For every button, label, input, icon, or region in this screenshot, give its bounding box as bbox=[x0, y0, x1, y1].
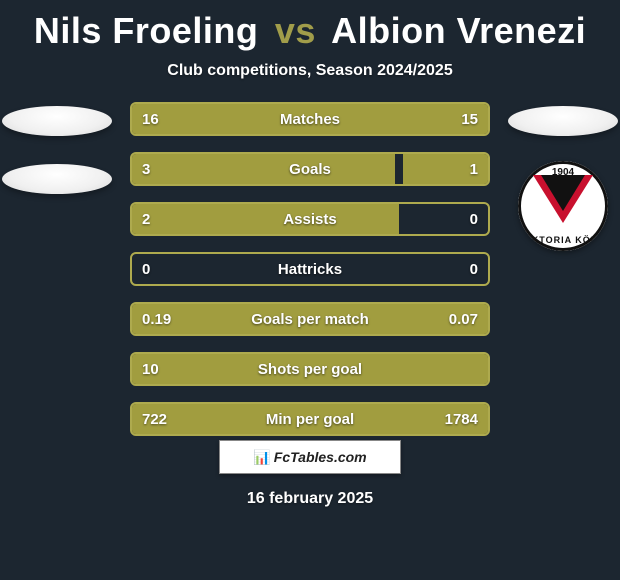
stat-row: 10Shots per goal bbox=[130, 352, 490, 386]
footer-date: 16 february 2025 bbox=[0, 490, 620, 508]
badge-club-name: VIKTORIA KÖLN bbox=[518, 235, 608, 245]
stat-label: Hattricks bbox=[132, 254, 488, 284]
stat-row: 31Goals bbox=[130, 152, 490, 186]
stat-row: 00Hattricks bbox=[130, 252, 490, 286]
right-ellipse-1 bbox=[508, 106, 618, 136]
stat-label: Goals per match bbox=[132, 304, 488, 334]
stat-row: 7221784Min per goal bbox=[130, 402, 490, 436]
vs-label: vs bbox=[269, 10, 322, 51]
stat-label: Min per goal bbox=[132, 404, 488, 434]
subtitle: Club competitions, Season 2024/2025 bbox=[0, 62, 620, 80]
left-ellipse-2 bbox=[2, 164, 112, 194]
badge-triangle-inner bbox=[541, 175, 585, 211]
player1-name: Nils Froeling bbox=[34, 10, 259, 51]
stat-row: 1615Matches bbox=[130, 102, 490, 136]
club-badge-right: 1904 VIKTORIA KÖLN bbox=[518, 161, 608, 251]
bars-container: 1615Matches 31Goals 20Assists 00Hattricks 0.… bbox=[130, 102, 490, 452]
left-ellipse-1 bbox=[2, 106, 112, 136]
player2-name: Albion Vrenezi bbox=[331, 10, 586, 51]
stat-label: Assists bbox=[132, 204, 488, 234]
stat-row: 0.190.07Goals per match bbox=[130, 302, 490, 336]
left-side-column bbox=[2, 102, 112, 422]
stat-row: 20Assists bbox=[130, 202, 490, 236]
page-title: Nils Froeling vs Albion Vrenezi bbox=[0, 0, 620, 52]
stat-label: Goals bbox=[132, 154, 488, 184]
stat-label: Matches bbox=[132, 104, 488, 134]
right-side-column: 1904 VIKTORIA KÖLN bbox=[508, 102, 618, 422]
stat-label: Shots per goal bbox=[132, 354, 488, 384]
comparison-chart: 1904 VIKTORIA KÖLN 1615Matches 31Goals 20A… bbox=[0, 102, 620, 422]
